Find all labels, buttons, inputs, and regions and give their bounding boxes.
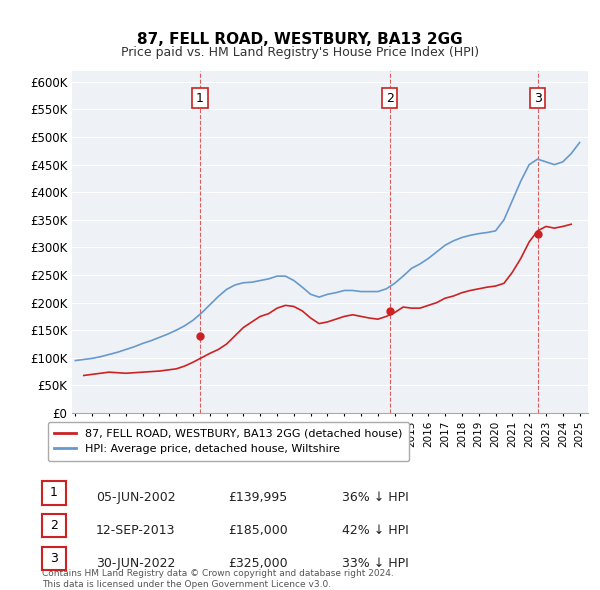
Text: 3: 3 bbox=[533, 91, 542, 104]
Text: £325,000: £325,000 bbox=[228, 556, 287, 569]
Text: 12-SEP-2013: 12-SEP-2013 bbox=[96, 524, 176, 537]
Text: 2: 2 bbox=[50, 519, 58, 532]
Legend: 87, FELL ROAD, WESTBURY, BA13 2GG (detached house), HPI: Average price, detached: 87, FELL ROAD, WESTBURY, BA13 2GG (detac… bbox=[47, 421, 409, 461]
Text: 42% ↓ HPI: 42% ↓ HPI bbox=[342, 524, 409, 537]
Text: £185,000: £185,000 bbox=[228, 524, 288, 537]
Text: 30-JUN-2022: 30-JUN-2022 bbox=[96, 556, 175, 569]
Text: 33% ↓ HPI: 33% ↓ HPI bbox=[342, 556, 409, 569]
Text: 1: 1 bbox=[50, 486, 58, 499]
Text: 87, FELL ROAD, WESTBURY, BA13 2GG: 87, FELL ROAD, WESTBURY, BA13 2GG bbox=[137, 32, 463, 47]
Text: Price paid vs. HM Land Registry's House Price Index (HPI): Price paid vs. HM Land Registry's House … bbox=[121, 46, 479, 59]
Text: Contains HM Land Registry data © Crown copyright and database right 2024.
This d: Contains HM Land Registry data © Crown c… bbox=[42, 569, 394, 589]
Text: 05-JUN-2002: 05-JUN-2002 bbox=[96, 491, 176, 504]
Text: 2: 2 bbox=[386, 91, 394, 104]
Text: £139,995: £139,995 bbox=[228, 491, 287, 504]
Text: 36% ↓ HPI: 36% ↓ HPI bbox=[342, 491, 409, 504]
Text: 1: 1 bbox=[196, 91, 204, 104]
Text: 3: 3 bbox=[50, 552, 58, 565]
